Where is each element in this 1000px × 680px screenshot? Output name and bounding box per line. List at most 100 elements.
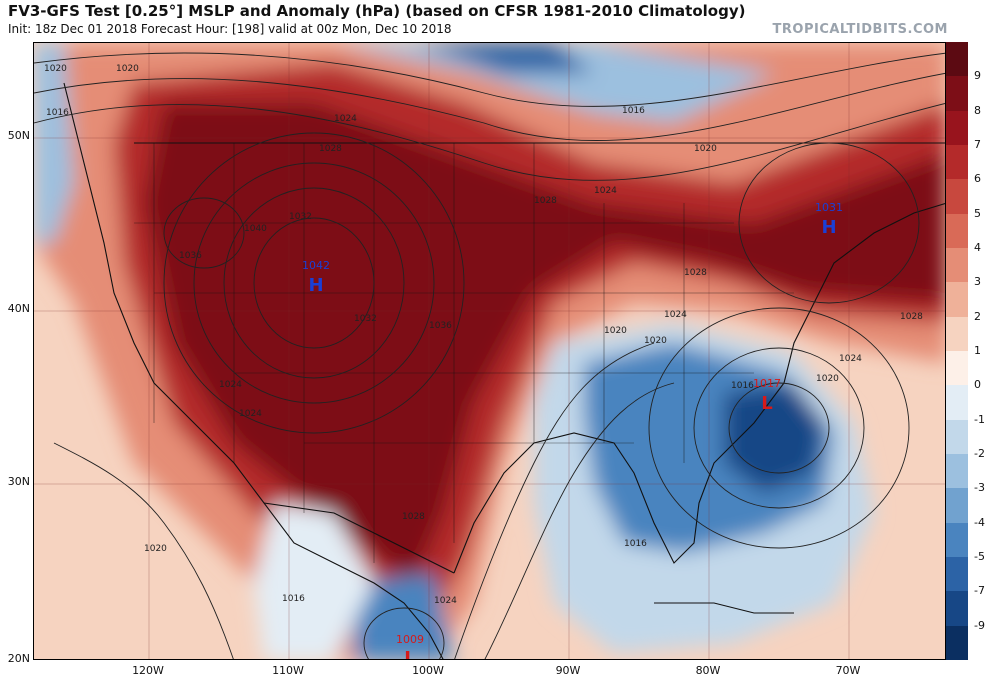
pressure-centers: 1042 H 1031 H 1017 L 1009 L (302, 201, 843, 660)
low-pressure-symbol: L (761, 393, 772, 414)
isobar-label: 1016 (282, 594, 305, 604)
low-pressure-symbol: L (404, 648, 415, 660)
cold-anomaly-mexico (354, 573, 454, 659)
color-scale-swatch (946, 282, 968, 318)
isobar-label: 1024 (839, 354, 862, 364)
color-scale-label: 6 (974, 172, 981, 186)
color-scale-label: 5 (974, 206, 981, 220)
lon-label: 80W (695, 664, 721, 677)
color-scale-label: -1 (974, 412, 985, 426)
cold-anomaly-pacific (34, 43, 74, 243)
color-scale-swatch (946, 110, 968, 146)
isobar-label: 1016 (46, 108, 69, 118)
color-scale-swatch (946, 351, 968, 386)
color-scale-swatch (946, 145, 968, 180)
color-scale-swatch (946, 522, 968, 558)
color-scale-label: 3 (974, 275, 981, 289)
cold-anomaly-north (334, 43, 774, 123)
high-pressure-value: 1042 (302, 259, 330, 272)
color-scale-swatch (946, 385, 968, 421)
color-scale-swatch (946, 316, 968, 352)
isobars (34, 52, 945, 659)
isobar-label: 1024 (334, 114, 357, 124)
isobar-label: 1024 (664, 310, 687, 320)
isobar-label: 1020 (644, 336, 667, 346)
low-pressure-value: 1009 (396, 633, 424, 646)
lat-label: 50N (7, 129, 30, 142)
isobar-label: 1028 (534, 196, 557, 206)
isobar-label: 1024 (594, 186, 617, 196)
color-scale-swatch (946, 625, 968, 661)
color-scale-swatch (946, 488, 968, 524)
isobar-label: 1024 (434, 596, 457, 606)
lon-label: 90W (555, 664, 581, 677)
color-scale-label: -4 (974, 515, 985, 529)
lon-label: 120W (132, 664, 164, 677)
anomaly-field (34, 43, 945, 659)
low-pressure-value: 1017 (753, 377, 781, 390)
color-scale-label: 1 (974, 344, 981, 357)
color-scale-label: -5 (974, 550, 985, 563)
color-scale-label: 4 (974, 241, 981, 254)
isobar-label: 1016 (624, 539, 647, 549)
color-scale-swatch (946, 419, 968, 455)
color-scale-swatch (946, 213, 968, 249)
color-scale-swatch (946, 557, 968, 592)
color-scale-swatch (946, 591, 968, 627)
brand-watermark: TROPICALTIDBITS.COM (772, 22, 948, 37)
isobar-labels: 1020 1016 1024 1028 1032 1036 1040 1016 … (44, 64, 923, 606)
color-scale-label: -7 (974, 584, 985, 598)
color-scale-label: -3 (974, 481, 985, 495)
color-scale-label: -9 (974, 618, 985, 632)
isobar-label: 1036 (429, 321, 452, 331)
color-scale-label: 9 (974, 69, 981, 83)
isobar-label: 1028 (402, 512, 425, 522)
isobar-label: 1028 (900, 312, 923, 322)
isobar-label: 1032 (289, 212, 312, 222)
color-scale-swatch (946, 179, 968, 215)
chart-subtitle: Init: 18z Dec 01 2018 Forecast Hour: [19… (8, 22, 452, 36)
isobar-label: 1032 (354, 314, 377, 324)
cold-anomaly-baja (254, 503, 374, 659)
color-scale-swatch (946, 76, 968, 112)
color-scale-swatch (946, 248, 968, 283)
color-scale-bar (946, 42, 968, 661)
lat-label: 40N (7, 302, 30, 315)
isobar-label: 1024 (219, 380, 242, 390)
isobar-label: 1020 (116, 64, 139, 74)
isobar-label: 1036 (179, 251, 202, 261)
isobar-label: 1020 (816, 374, 839, 384)
color-scale-label: 2 (974, 309, 981, 323)
lon-label: 100W (412, 664, 444, 677)
coastlines (63, 82, 945, 659)
lon-label: 110W (272, 664, 304, 677)
state-borders (134, 143, 794, 563)
high-pressure-symbol: H (821, 217, 836, 238)
map-panel: 1020 1016 1024 1028 1032 1036 1040 1016 … (33, 42, 946, 660)
lat-label: 20N (7, 652, 30, 665)
color-scale-label: 0 (974, 378, 981, 392)
color-scale-label: 8 (974, 103, 981, 117)
map-canvas: 1020 1016 1024 1028 1032 1036 1040 1016 … (34, 43, 945, 660)
chart-title: FV3-GFS Test [0.25°] MSLP and Anomaly (h… (8, 2, 746, 20)
isobar-label: 1028 (684, 268, 707, 278)
lat-label: 30N (7, 475, 30, 488)
high-pressure-symbol: H (308, 275, 323, 296)
isobar-label: 1028 (319, 144, 342, 154)
isobar-label: 1024 (239, 409, 262, 419)
color-scale-swatch (946, 42, 968, 77)
cold-anomaly-southeast-core (724, 383, 824, 493)
color-scale-label: 7 (974, 138, 981, 151)
isobar-label: 1016 (731, 381, 754, 391)
isobar-label: 1020 (144, 544, 167, 554)
isobar-label: 1020 (694, 144, 717, 154)
isobar-label: 1040 (244, 224, 267, 234)
isobar-label: 1016 (622, 106, 645, 116)
high-pressure-value: 1031 (815, 201, 843, 214)
color-scale-label: -2 (974, 447, 985, 460)
isobar-label: 1020 (44, 64, 67, 74)
lon-label: 70W (835, 664, 861, 677)
color-scale-swatch (946, 454, 968, 489)
cold-anomaly-north-core (414, 43, 594, 73)
isobar-label: 1020 (604, 326, 627, 336)
